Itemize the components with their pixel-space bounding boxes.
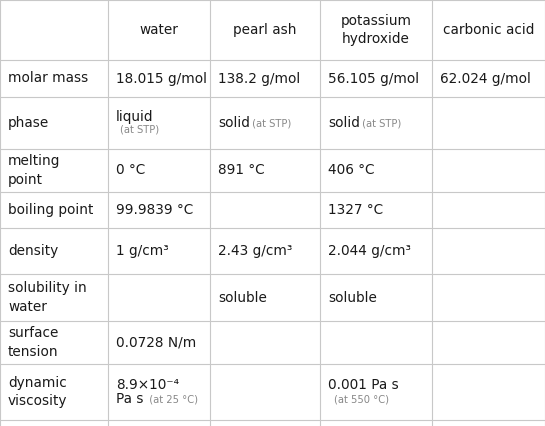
- Text: 0.001 Pa s: 0.001 Pa s: [328, 378, 399, 392]
- Text: 99.9839 °C: 99.9839 °C: [116, 203, 193, 217]
- Text: 1327 °C: 1327 °C: [328, 203, 383, 217]
- Text: (at STP): (at STP): [249, 118, 291, 128]
- Text: (at STP): (at STP): [359, 118, 401, 128]
- Text: 18.015 g/mol: 18.015 g/mol: [116, 72, 207, 86]
- Text: 62.024 g/mol: 62.024 g/mol: [440, 72, 531, 86]
- Text: water: water: [140, 23, 178, 37]
- Text: 0 °C: 0 °C: [116, 164, 146, 178]
- Text: 2.044 g/cm³: 2.044 g/cm³: [328, 244, 411, 258]
- Text: 138.2 g/mol: 138.2 g/mol: [218, 72, 300, 86]
- Text: solid: solid: [328, 116, 360, 130]
- Text: molar mass: molar mass: [8, 72, 88, 86]
- Text: (at 550 °C): (at 550 °C): [334, 394, 389, 404]
- Text: carbonic acid: carbonic acid: [443, 23, 534, 37]
- Text: potassium
hydroxide: potassium hydroxide: [341, 14, 411, 46]
- Text: density: density: [8, 244, 58, 258]
- Text: Pa s: Pa s: [116, 392, 143, 406]
- Text: dynamic
viscosity: dynamic viscosity: [8, 376, 68, 408]
- Text: 0.0728 N/m: 0.0728 N/m: [116, 336, 196, 349]
- Text: 56.105 g/mol: 56.105 g/mol: [328, 72, 419, 86]
- Text: surface
tension: surface tension: [8, 326, 59, 359]
- Text: 891 °C: 891 °C: [218, 164, 265, 178]
- Text: 406 °C: 406 °C: [328, 164, 374, 178]
- Text: (at STP): (at STP): [120, 124, 159, 134]
- Text: soluble: soluble: [218, 291, 267, 305]
- Text: solid: solid: [218, 116, 250, 130]
- Text: (at 25 °C): (at 25 °C): [143, 394, 198, 404]
- Text: pearl ash: pearl ash: [233, 23, 296, 37]
- Text: 8.9×10⁻⁴: 8.9×10⁻⁴: [116, 378, 179, 392]
- Text: boiling point: boiling point: [8, 203, 93, 217]
- Text: 1 g/cm³: 1 g/cm³: [116, 244, 169, 258]
- Text: soluble: soluble: [328, 291, 377, 305]
- Text: melting
point: melting point: [8, 154, 60, 187]
- Text: liquid: liquid: [116, 110, 154, 124]
- Text: 2.43 g/cm³: 2.43 g/cm³: [218, 244, 292, 258]
- Text: solubility in
water: solubility in water: [8, 281, 87, 314]
- Text: phase: phase: [8, 116, 49, 130]
